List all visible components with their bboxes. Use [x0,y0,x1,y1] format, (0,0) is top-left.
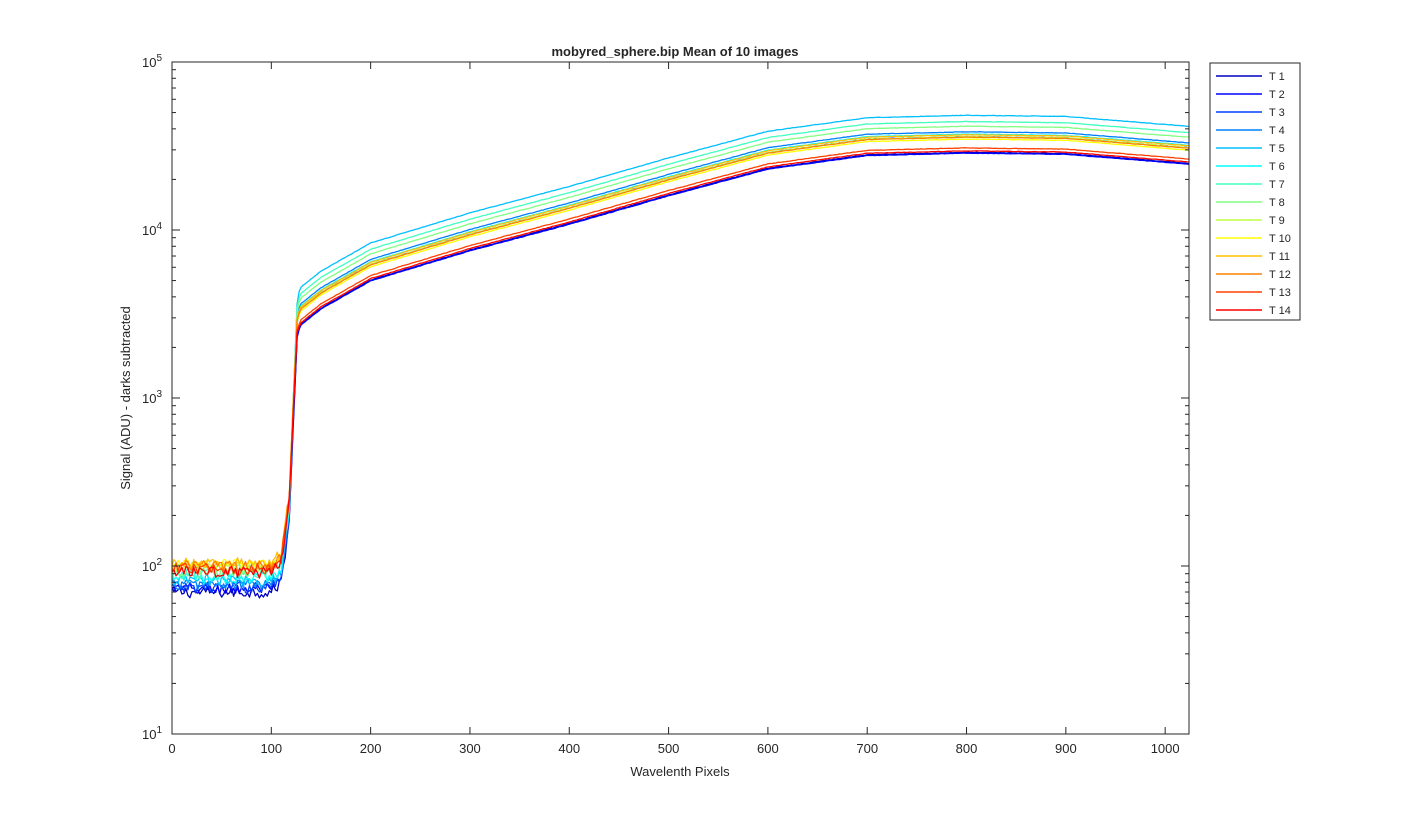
legend: T 1 T 2 T 3 T 4 T 5 T 6 T 7 T 8 T 9 T 10 T 11 T 12 T… [1209,62,1301,321]
x-tick-label: 0 [168,741,175,756]
x-tick-marks [171,62,1166,734]
y-tick-base: 10 [142,223,156,238]
x-tick-label: 100 [260,741,282,756]
legend-label: T 6 [1269,161,1285,173]
series-line-8 [171,125,1190,577]
y-tick-base: 10 [142,559,156,574]
y-tick-label: 105 [142,53,162,70]
y-tick-label: 102 [142,557,162,574]
x-tick-label: 200 [360,741,382,756]
chart-title: mobyred_sphere.bip Mean of 10 images [551,44,798,59]
x-tick-label: 800 [956,741,978,756]
y-tick-label: 104 [142,221,162,238]
legend-box [1209,62,1301,321]
y-tick-base: 10 [142,391,156,406]
x-tick-label: 500 [658,741,680,756]
legend-label: T 2 [1269,89,1285,101]
legend-entries: T 1 T 2 T 3 T 4 T 5 T 6 T 7 T 8 T 9 T 10 T 11 T 12 T… [1216,71,1291,317]
series-line-10 [171,138,1190,572]
series-line-2 [171,152,1190,595]
y-tick-base: 10 [142,727,156,742]
y-axis-label: Signal (ADU) - darks subtracted [118,306,133,490]
legend-label: T 3 [1269,107,1285,119]
x-axis-label: Wavelenth Pixels [630,764,730,779]
plot-area[interactable] [171,61,1190,735]
axes-background [172,62,1189,734]
series-line-12 [171,136,1190,573]
legend-label: T 13 [1269,287,1291,299]
legend-label: T 4 [1269,125,1285,137]
x-tick-label: 700 [856,741,878,756]
y-tick-marks [172,61,1189,735]
y-tick-exponent: 5 [156,53,162,64]
y-tick-exponent: 1 [156,725,162,736]
x-tick-labels: 0 100 200 300 400 500 600 700 800 900 1000 [168,741,1179,756]
y-tick-label: 103 [142,389,162,406]
series-line-13 [171,147,1190,576]
legend-label: T 7 [1269,179,1285,191]
y-tick-exponent: 4 [156,221,162,232]
x-tick-label: 400 [558,741,580,756]
legend-label: T 10 [1269,233,1291,245]
legend-label: T 9 [1269,215,1285,227]
legend-label: T 5 [1269,143,1285,155]
series-line-7 [171,120,1190,580]
series-line-4 [172,131,1190,591]
legend-label: T 1 [1269,71,1285,83]
x-tick-label: 900 [1055,741,1077,756]
series-lines [171,114,1190,599]
y-tick-exponent: 2 [156,557,162,568]
series-line-1 [171,151,1190,599]
y-tick-base: 10 [142,55,156,70]
legend-label: T 8 [1269,197,1285,209]
series-line-14 [171,150,1190,579]
x-tick-label: 600 [757,741,779,756]
x-tick-label: 1000 [1151,741,1180,756]
series-line-5 [171,114,1190,587]
y-tick-exponent: 3 [156,389,162,400]
x-tick-label: 300 [459,741,481,756]
series-line-11 [171,134,1190,570]
y-tick-label: 101 [142,725,162,742]
legend-label: T 14 [1269,305,1291,317]
legend-label: T 11 [1269,251,1290,263]
legend-label: T 12 [1269,269,1291,281]
